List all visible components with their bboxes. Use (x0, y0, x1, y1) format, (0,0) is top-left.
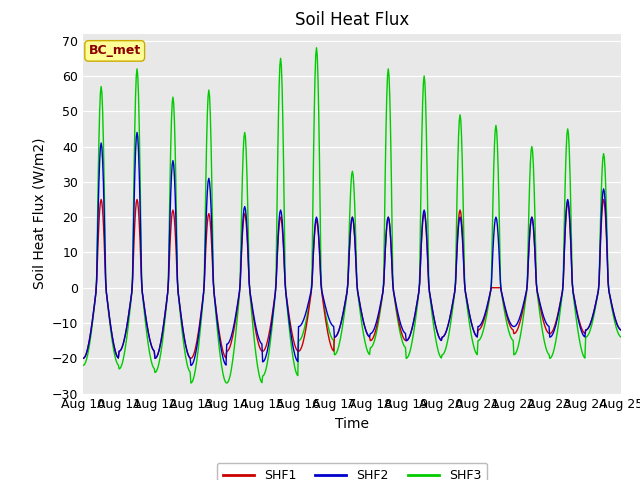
SHF2 (617, 327, 625, 333)
Text: BC_met: BC_met (88, 44, 141, 58)
SHF3 (435, 348, 442, 354)
Line: SHF2: SHF2 (83, 132, 621, 365)
SHF2 (435, 333, 442, 338)
SHF3 (145, 342, 152, 348)
SHF1 (434, 331, 442, 336)
SHF1 (418, 231, 426, 237)
SHF3 (617, 334, 625, 340)
SHF2 (133, 130, 141, 135)
SHF2 (229, 328, 237, 334)
SHF3 (89, 317, 97, 323)
Line: SHF1: SHF1 (83, 200, 621, 358)
SHF3 (187, 380, 195, 386)
SHF2 (89, 314, 97, 320)
SHF1 (228, 336, 236, 342)
SHF1 (79, 355, 87, 361)
SHF3 (228, 362, 236, 368)
SHF1 (89, 314, 97, 320)
SHF3 (419, 99, 426, 105)
SHF2 (79, 355, 87, 361)
SHF2 (419, 217, 426, 223)
SHF1 (145, 333, 153, 339)
SHF3 (313, 45, 321, 50)
SHF1 (200, 289, 207, 295)
SHF1 (617, 327, 625, 333)
Legend: SHF1, SHF2, SHF3: SHF1, SHF2, SHF3 (216, 463, 488, 480)
SHF2 (145, 333, 153, 339)
Title: Soil Heat Flux: Soil Heat Flux (295, 11, 409, 29)
Line: SHF3: SHF3 (83, 48, 621, 383)
SHF3 (200, 291, 207, 297)
X-axis label: Time: Time (335, 417, 369, 431)
SHF3 (79, 362, 87, 368)
Y-axis label: Soil Heat Flux (W/m2): Soil Heat Flux (W/m2) (33, 138, 47, 289)
SHF2 (187, 362, 195, 368)
SHF2 (200, 278, 208, 284)
SHF1 (97, 197, 105, 203)
